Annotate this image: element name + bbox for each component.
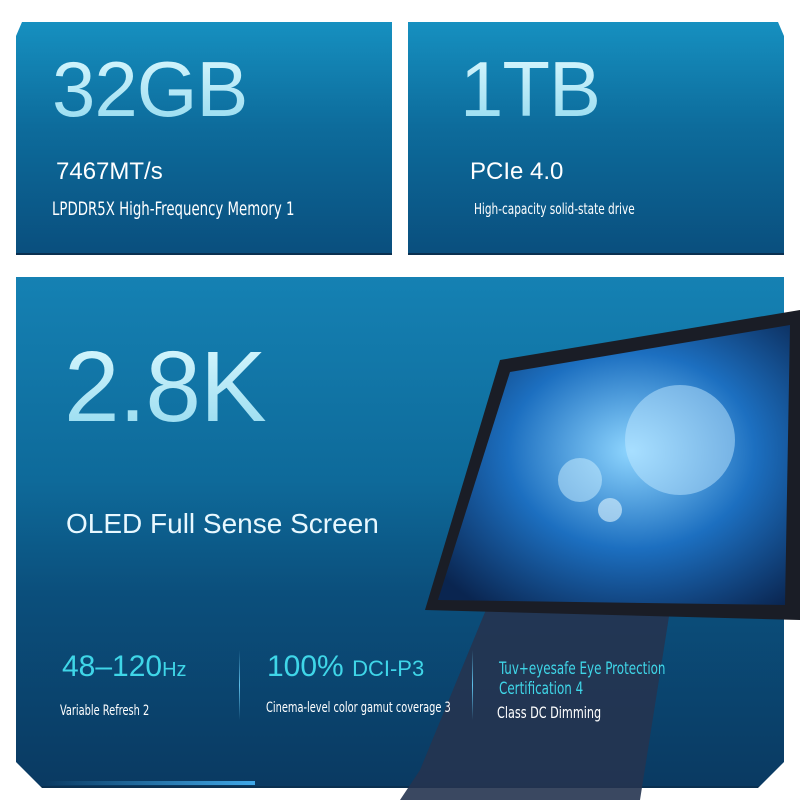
- water-drop: [625, 385, 735, 495]
- gamut-label: Cinema-level color gamut coverage 3: [266, 700, 451, 716]
- water-drop: [598, 498, 622, 522]
- eye-protection-title: Tuv+eyesafe Eye Protection Certification…: [499, 659, 666, 699]
- memory-speed: 7467MT/s: [56, 158, 163, 185]
- storage-description: High-capacity solid-state drive: [474, 200, 635, 218]
- water-drop: [558, 458, 602, 502]
- divider: [472, 650, 473, 720]
- display-resolution: 2.8K: [64, 331, 267, 443]
- refresh-rate: 48–120Hz: [62, 650, 187, 684]
- refresh-label: Variable Refresh 2: [60, 703, 150, 719]
- refresh-unit: Hz: [162, 659, 187, 681]
- divider: [239, 650, 240, 720]
- storage-capacity: 1TB: [460, 45, 601, 133]
- memory-panel: 32GB 7467MT/s LPDDR5X High-Frequency Mem…: [16, 22, 392, 255]
- display-description: OLED Full Sense Screen: [66, 508, 379, 539]
- accent-bar: [45, 781, 255, 785]
- laptop-image: [400, 310, 800, 800]
- screen: [438, 325, 790, 605]
- color-gamut: 100% DCI-P3: [267, 650, 424, 684]
- storage-panel: 1TB PCIe 4.0 High-capacity solid-state d…: [408, 22, 784, 255]
- storage-interface: PCIe 4.0: [470, 158, 564, 185]
- dc-dimming-label: Class DC Dimming: [497, 703, 602, 722]
- keyboard-deck: [400, 600, 670, 800]
- memory-capacity: 32GB: [52, 45, 248, 133]
- memory-description: LPDDR5X High-Frequency Memory 1: [52, 198, 295, 220]
- refresh-value: 48–120: [62, 650, 163, 683]
- gamut-value: 100%: [267, 650, 344, 683]
- gamut-unit: DCI-P3: [352, 656, 425, 681]
